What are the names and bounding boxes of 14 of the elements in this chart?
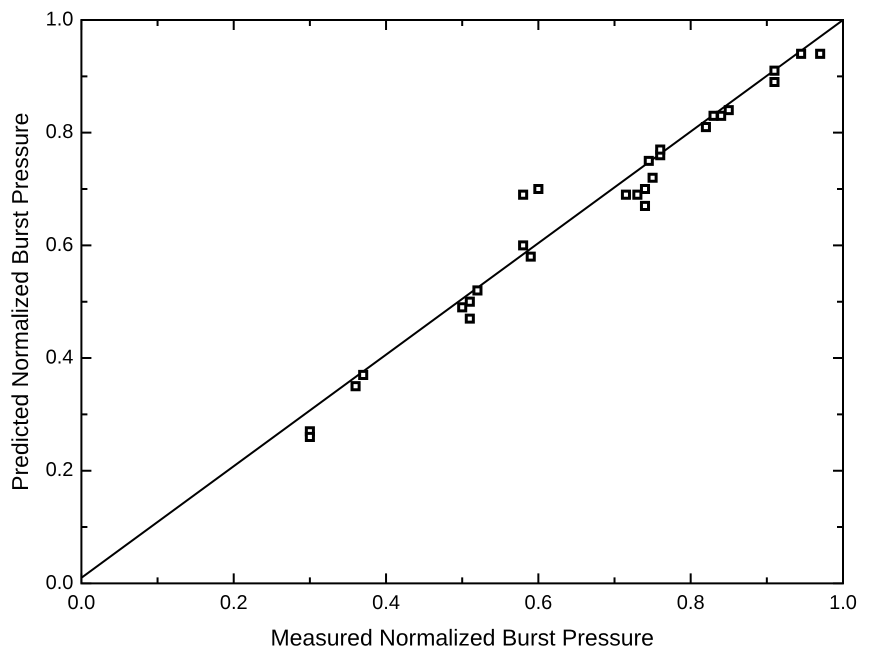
x-tick-label: 0.4	[372, 592, 400, 614]
y-tick-label: 0.6	[46, 234, 74, 256]
y-axis-title: Predicted Normalized Burst Pressure	[7, 112, 34, 491]
x-axis-title: Measured Normalized Burst Pressure	[270, 624, 654, 651]
x-tick-label: 0.6	[524, 592, 552, 614]
y-tick-label: 1.0	[46, 8, 74, 31]
x-tick-label: 1.0	[829, 592, 857, 614]
x-tick-label: 0.8	[676, 592, 705, 614]
y-tick-label: 0.4	[46, 346, 74, 369]
x-tick-label: 0.2	[220, 592, 248, 614]
y-tick-label: 0.0	[46, 572, 74, 594]
x-tick-label: 0.0	[67, 592, 96, 614]
y-tick-label: 0.2	[46, 459, 74, 482]
y-tick-label: 0.8	[46, 121, 74, 144]
